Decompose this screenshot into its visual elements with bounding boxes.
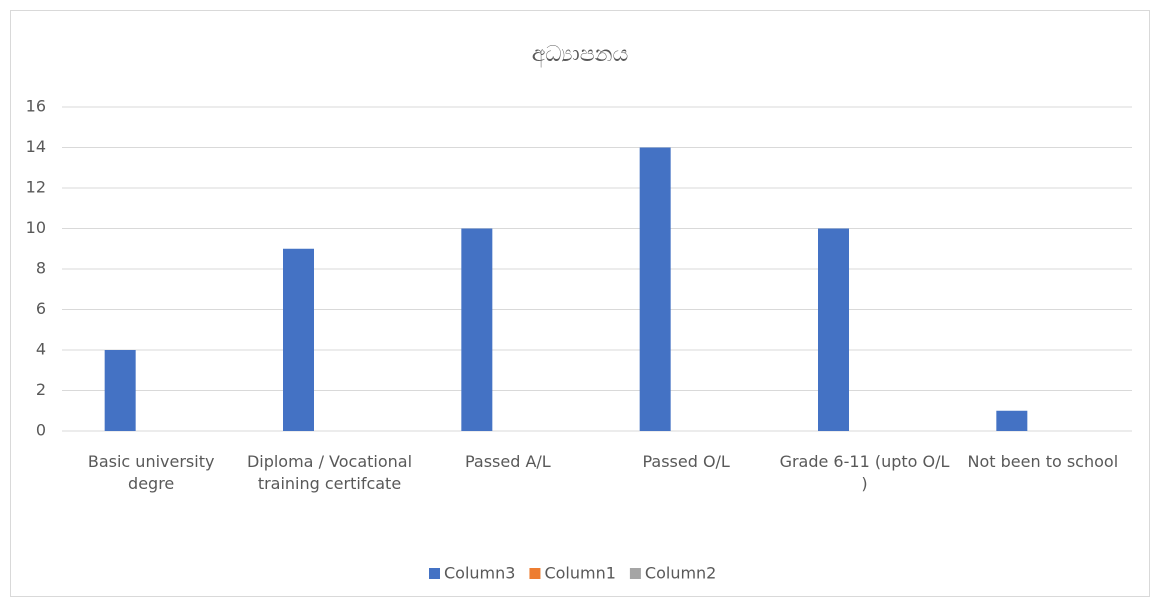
legend-swatch (529, 568, 541, 579)
x-tick-label: Not been to school (967, 452, 1119, 471)
y-tick-label: 4 (36, 340, 46, 359)
x-tick-label: Diploma / Vocational training certifcate (246, 452, 413, 493)
legend-swatch (429, 568, 440, 579)
bar (639, 147, 671, 431)
bar (104, 350, 136, 431)
y-tick-label: 2 (36, 380, 46, 399)
chart-title: අධ්‍යාපනය (532, 42, 629, 68)
bar (283, 248, 314, 431)
legend-swatch (629, 568, 641, 579)
legend-label: Column3 (444, 564, 515, 583)
bar (996, 410, 1028, 431)
chart-border (10, 10, 1150, 597)
y-tick-label: 14 (26, 137, 46, 156)
y-tick-label: 6 (36, 299, 46, 318)
bar (461, 228, 493, 431)
y-tick-label: 8 (36, 259, 46, 278)
legend-label: Column1 (544, 564, 615, 583)
x-tick-label: Passed A/L (464, 452, 551, 471)
y-tick-label: 12 (26, 178, 46, 197)
x-tick-label: Passed O/L (642, 452, 730, 471)
y-tick-label: 10 (26, 218, 46, 237)
bar (818, 228, 849, 431)
x-tick-label: Basic university degre (87, 452, 215, 493)
y-tick-label: 0 (36, 421, 46, 440)
x-tick-label: Grade 6-11 (upto O/L ) (779, 452, 950, 493)
legend-label: Column2 (645, 564, 716, 583)
y-tick-label: 16 (26, 97, 46, 116)
